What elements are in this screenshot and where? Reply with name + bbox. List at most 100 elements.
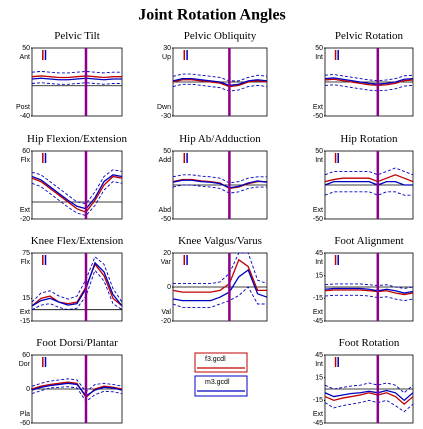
panel-title: Pelvic Tilt bbox=[54, 30, 100, 42]
direction-label: Pla bbox=[20, 411, 30, 418]
direction-label: Int bbox=[315, 361, 323, 368]
y-tick-label: 30 bbox=[163, 45, 171, 52]
direction-label: Ext bbox=[20, 309, 30, 316]
series-line bbox=[31, 261, 123, 307]
y-tick-label: -50 bbox=[161, 216, 171, 223]
y-tick-label: 45 bbox=[315, 250, 323, 257]
panel-title: Foot Rotation bbox=[339, 337, 400, 349]
y-tick-label: -40 bbox=[20, 113, 30, 120]
legend-label: m3.gcdl bbox=[205, 379, 230, 386]
series-line bbox=[31, 75, 122, 79]
y-tick-label: -50 bbox=[313, 113, 323, 120]
direction-label: Var bbox=[161, 259, 172, 266]
series-line bbox=[31, 263, 123, 307]
normal-band-line bbox=[31, 269, 123, 311]
direction-label: Up bbox=[162, 54, 171, 61]
y-tick-label: -20 bbox=[20, 216, 30, 223]
y-tick-label: 50 bbox=[163, 148, 171, 155]
plot-frame bbox=[31, 252, 123, 322]
direction-label: Flx bbox=[21, 157, 31, 164]
y-tick-label: -15 bbox=[313, 295, 323, 302]
y-tick-label: 50 bbox=[22, 45, 30, 52]
series-line bbox=[324, 180, 413, 186]
series-line bbox=[324, 77, 414, 85]
legend-label: f3.gcdl bbox=[205, 356, 226, 363]
y-tick-label: -15 bbox=[20, 318, 30, 325]
y-tick-label: 0 bbox=[167, 284, 171, 291]
y-tick-label: 45 bbox=[315, 352, 323, 359]
direction-label: Ext bbox=[313, 309, 323, 316]
direction-label: Ext bbox=[313, 104, 323, 111]
panel-title: Pelvic Rotation bbox=[335, 30, 404, 42]
y-tick-label: -45 bbox=[313, 318, 323, 325]
series-line bbox=[172, 179, 268, 189]
y-tick-label: -60 bbox=[20, 420, 30, 427]
panel-title: Hip Ab/Adduction bbox=[179, 133, 261, 145]
normal-band-line bbox=[31, 256, 123, 303]
normal-band-line bbox=[324, 382, 414, 394]
y-tick-label: 15 bbox=[315, 273, 323, 280]
page-title: Joint Rotation Angles bbox=[138, 7, 286, 24]
normal-band-line bbox=[172, 174, 267, 184]
normal-band-line bbox=[31, 169, 123, 205]
y-tick-label: -50 bbox=[313, 216, 323, 223]
direction-label: Ext bbox=[313, 411, 323, 418]
plot-frame bbox=[31, 47, 123, 117]
normal-band-line bbox=[172, 83, 268, 92]
normal-band-line bbox=[31, 181, 123, 217]
panel-title: Hip Rotation bbox=[340, 133, 398, 145]
normal-band-line bbox=[172, 73, 268, 82]
normal-band-line bbox=[31, 82, 122, 85]
y-tick-label: -30 bbox=[161, 113, 171, 120]
normal-band-line bbox=[324, 191, 413, 196]
y-tick-label: 50 bbox=[315, 45, 323, 52]
series-line bbox=[172, 178, 267, 190]
direction-label: Flx bbox=[21, 259, 31, 266]
panel-title: Foot Dorsi/Plantar bbox=[36, 337, 118, 349]
series-line bbox=[31, 381, 123, 399]
y-tick-label: 15 bbox=[315, 375, 323, 382]
direction-label: Abd bbox=[159, 207, 172, 214]
panel-title: Foot Alignment bbox=[334, 235, 403, 247]
series-line bbox=[324, 287, 414, 294]
normal-band-line bbox=[173, 252, 268, 285]
direction-label: Int bbox=[315, 54, 323, 61]
direction-label: Ext bbox=[20, 207, 30, 214]
direction-label: Ant bbox=[19, 54, 30, 61]
y-tick-label: 20 bbox=[163, 250, 171, 257]
direction-label: Add bbox=[159, 157, 172, 164]
normal-band-line bbox=[324, 399, 414, 413]
normal-band-line bbox=[172, 286, 267, 308]
y-tick-label: -15 bbox=[313, 397, 323, 404]
series-line bbox=[172, 268, 268, 302]
normal-band-line bbox=[31, 386, 123, 403]
y-tick-label: 50 bbox=[315, 148, 323, 155]
direction-label: Int bbox=[315, 259, 323, 266]
plot-frame bbox=[31, 150, 123, 220]
series-line bbox=[324, 174, 414, 183]
series-line bbox=[31, 175, 123, 213]
direction-label: Dor bbox=[19, 361, 31, 368]
normal-band-line bbox=[31, 70, 122, 74]
series-line bbox=[31, 77, 122, 81]
series-line bbox=[31, 382, 123, 397]
series-line bbox=[172, 258, 267, 293]
direction-label: Dwn bbox=[157, 104, 171, 111]
series-line bbox=[31, 174, 123, 210]
direction-label: Ext bbox=[313, 207, 323, 214]
direction-label: Post bbox=[16, 104, 30, 111]
series-line bbox=[324, 78, 414, 87]
y-tick-label: 75 bbox=[22, 250, 30, 257]
series-line bbox=[324, 289, 414, 296]
series-line bbox=[172, 79, 268, 88]
normal-band-line bbox=[31, 378, 123, 393]
y-tick-label: 15 bbox=[22, 295, 30, 302]
y-tick-label: -45 bbox=[313, 420, 323, 427]
normal-band-line bbox=[172, 184, 267, 194]
legend-box bbox=[194, 352, 248, 373]
panel-title: Hip Flexion/Extension bbox=[27, 133, 127, 145]
y-tick-label: -20 bbox=[161, 318, 171, 325]
series-line bbox=[172, 77, 268, 87]
normal-band-line bbox=[324, 167, 414, 176]
